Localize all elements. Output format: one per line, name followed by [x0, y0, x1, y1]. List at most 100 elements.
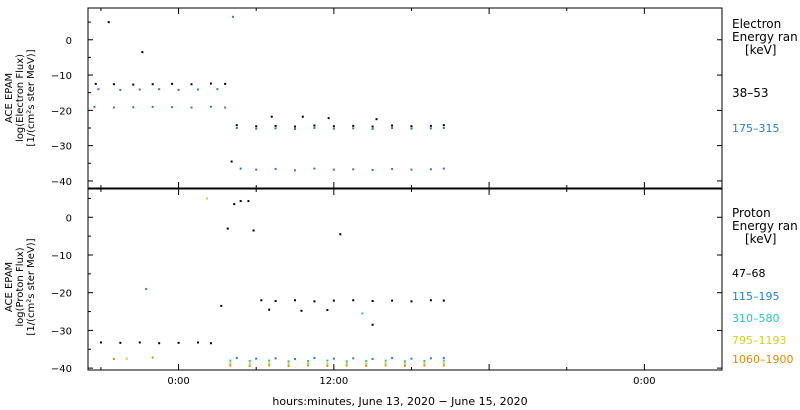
data-point	[274, 299, 277, 302]
y-tick-label: −40	[51, 177, 72, 188]
data-point	[235, 124, 238, 127]
data-point	[294, 125, 297, 128]
data-point	[125, 357, 128, 360]
data-point	[226, 227, 229, 230]
data-point	[345, 360, 348, 363]
x-tick-label: 12:00	[319, 376, 348, 387]
data-point	[235, 356, 238, 359]
data-point	[235, 127, 238, 129]
data-point	[404, 360, 406, 363]
data-point	[326, 309, 329, 312]
data-point	[239, 200, 242, 203]
data-point	[206, 197, 209, 200]
data-point	[391, 356, 394, 359]
data-point	[313, 356, 316, 359]
data-point	[423, 364, 426, 367]
proton-ylabel: ACE EPAM log(Proton Flux) [1/(cm²s ster …	[4, 238, 37, 335]
data-point	[151, 105, 154, 108]
data-point	[404, 364, 406, 367]
data-point	[138, 88, 141, 91]
data-point	[410, 125, 413, 128]
data-point	[352, 357, 355, 360]
data-point	[300, 309, 303, 312]
data-point	[442, 364, 445, 367]
data-point	[332, 125, 335, 128]
data-point	[332, 168, 335, 171]
data-point	[231, 15, 234, 18]
electron-legend-title-2: Energy ran	[732, 30, 798, 44]
data-point	[255, 357, 258, 360]
data-point	[313, 127, 316, 129]
data-point	[410, 127, 413, 130]
data-point	[352, 168, 355, 171]
data-point	[423, 362, 426, 365]
data-point	[313, 124, 316, 127]
data-point	[224, 106, 227, 109]
data-point	[332, 357, 335, 360]
proton-ylabel-line2: log(Proton Flux)	[15, 247, 26, 326]
data-point	[248, 362, 251, 365]
data-point	[209, 342, 212, 345]
x-axis-title: hours:minutes, June 13, 2020 − June 15, …	[272, 395, 527, 408]
data-point	[177, 88, 180, 91]
data-point	[151, 356, 154, 359]
data-point	[274, 167, 277, 170]
data-point	[391, 167, 394, 170]
data-point	[352, 124, 355, 127]
data-point	[255, 125, 258, 128]
legend-entry: 115–195	[732, 290, 780, 303]
data-point	[112, 106, 115, 109]
data-point	[112, 83, 115, 86]
data-point	[352, 127, 355, 130]
data-point	[196, 88, 199, 91]
data-point	[287, 364, 290, 367]
data-point	[274, 357, 277, 360]
y-tick-label: −30	[51, 326, 72, 337]
electron-legend-title-1: Electron	[732, 17, 781, 31]
x-tick-label: 0:00	[167, 376, 189, 387]
data-point	[339, 233, 342, 236]
data-point	[141, 51, 144, 54]
data-point	[326, 364, 329, 367]
electron-ylabel-line2: log(Electron Flux)	[15, 54, 26, 142]
data-point	[442, 167, 445, 170]
data-point	[209, 105, 212, 108]
data-point	[287, 360, 290, 363]
data-point	[404, 362, 406, 365]
proton-legend-title-2: Energy ran	[732, 219, 798, 233]
data-point	[177, 341, 180, 344]
data-point	[145, 287, 148, 290]
data-point	[365, 364, 368, 367]
data-point	[423, 359, 426, 362]
data-point	[384, 359, 387, 362]
data-point	[268, 364, 271, 367]
data-point	[384, 362, 387, 365]
chart-marks: 0 −10 −20 −30 −40 38–53 175–315 0 −10 −20 −30 −40 47…	[51, 8, 794, 387]
data-point	[365, 359, 368, 362]
data-point	[255, 127, 258, 130]
data-point	[306, 359, 309, 362]
data-point	[365, 362, 368, 365]
data-point	[313, 300, 316, 303]
data-point	[220, 304, 223, 307]
data-point	[442, 299, 445, 302]
data-point	[345, 362, 348, 365]
data-point	[216, 88, 219, 91]
proton-ylabel-line1: ACE EPAM	[4, 262, 15, 312]
data-point	[332, 127, 335, 130]
legend-entry: 1060–1900	[732, 353, 794, 366]
data-point	[94, 82, 97, 85]
proton-ylabel-line3: [1/(cm²s ster MeV)]	[26, 238, 37, 335]
data-point	[306, 364, 309, 367]
data-point	[384, 364, 387, 367]
data-point	[229, 364, 232, 367]
data-point	[274, 124, 277, 127]
legend-entry: 795–1193	[732, 334, 787, 347]
data-point	[107, 21, 110, 24]
data-point	[326, 362, 329, 365]
data-point	[97, 88, 100, 91]
data-point	[442, 359, 445, 362]
data-point	[294, 299, 297, 302]
data-point	[429, 127, 432, 130]
data-point	[158, 342, 161, 345]
